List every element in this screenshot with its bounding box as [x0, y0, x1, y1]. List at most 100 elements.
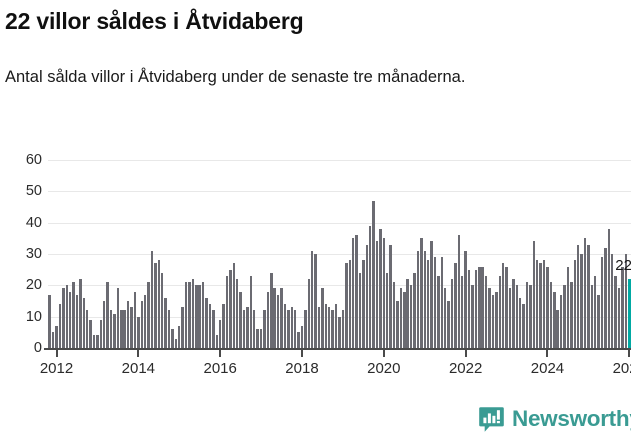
bar[interactable]: [454, 263, 457, 348]
bar[interactable]: [345, 263, 348, 348]
bar[interactable]: [539, 263, 542, 348]
bar[interactable]: [392, 282, 396, 348]
bar[interactable]: [617, 288, 621, 348]
bar[interactable]: [600, 257, 604, 348]
bar[interactable]: [304, 310, 307, 348]
bar[interactable]: [443, 288, 447, 348]
bar[interactable]: [515, 285, 518, 348]
bar[interactable]: [310, 250, 314, 348]
bar[interactable]: [82, 297, 86, 348]
bar[interactable]: [317, 307, 321, 348]
bar[interactable]: [62, 288, 65, 348]
bar[interactable]: [481, 266, 484, 348]
bar[interactable]: [549, 282, 553, 348]
bar[interactable]: [491, 294, 495, 348]
bar[interactable]: [570, 282, 573, 348]
bar[interactable]: [55, 326, 58, 348]
bar[interactable]: [331, 310, 334, 348]
bar[interactable]: [116, 288, 120, 348]
bar[interactable]: [65, 285, 68, 348]
bar[interactable]: [590, 285, 594, 348]
bar[interactable]: [171, 329, 174, 348]
bar[interactable]: [525, 282, 529, 348]
bar[interactable]: [164, 297, 167, 348]
bar[interactable]: [307, 279, 311, 348]
bar[interactable]: [137, 316, 140, 348]
bar[interactable]: [341, 310, 345, 348]
bar[interactable]: [181, 307, 184, 348]
bar[interactable]: [426, 260, 430, 348]
bar[interactable]: [72, 282, 75, 348]
bar[interactable]: [597, 294, 600, 348]
bar[interactable]: [201, 282, 205, 348]
bar[interactable]: [222, 304, 225, 348]
bar[interactable]: [246, 307, 249, 348]
bar[interactable]: [464, 250, 467, 348]
bar[interactable]: [218, 319, 222, 348]
bar[interactable]: [355, 235, 358, 348]
bar[interactable]: [461, 275, 464, 348]
bar[interactable]: [123, 310, 126, 348]
bar[interactable]: [147, 282, 150, 348]
bar[interactable]: [263, 310, 266, 348]
bar[interactable]: [253, 310, 256, 348]
bar[interactable]: [89, 319, 92, 348]
bar[interactable]: [92, 335, 96, 348]
bar[interactable]: [368, 225, 372, 348]
bar[interactable]: [270, 272, 273, 348]
bar[interactable]: [416, 250, 420, 348]
bar[interactable]: [536, 260, 539, 348]
bar[interactable]: [188, 282, 191, 348]
bar[interactable]: [566, 266, 570, 348]
bar[interactable]: [293, 310, 297, 348]
bar[interactable]: [266, 291, 270, 348]
bar[interactable]: [167, 310, 171, 348]
bar[interactable]: [580, 254, 583, 348]
bar[interactable]: [559, 294, 563, 348]
bar[interactable]: [382, 238, 386, 348]
bar[interactable]: [587, 244, 590, 348]
bar[interactable]: [300, 326, 304, 348]
bar[interactable]: [130, 307, 133, 348]
bar[interactable]: [512, 279, 515, 348]
bar[interactable]: [484, 275, 488, 348]
bar[interactable]: [334, 304, 338, 348]
bar[interactable]: [478, 266, 481, 348]
bar[interactable]: [505, 266, 508, 348]
bar[interactable]: [624, 254, 628, 348]
bar-highlighted[interactable]: [628, 279, 631, 348]
bar[interactable]: [498, 275, 501, 348]
bar[interactable]: [542, 260, 546, 348]
bar[interactable]: [126, 301, 130, 348]
bar[interactable]: [208, 304, 212, 348]
bar[interactable]: [205, 297, 208, 348]
bar[interactable]: [195, 285, 198, 348]
bar[interactable]: [576, 244, 580, 348]
bar[interactable]: [358, 272, 362, 348]
bar[interactable]: [287, 310, 290, 348]
bar[interactable]: [75, 294, 79, 348]
bar[interactable]: [259, 329, 263, 348]
bar[interactable]: [103, 301, 106, 348]
bar[interactable]: [314, 254, 317, 348]
bar[interactable]: [573, 260, 576, 348]
bar[interactable]: [399, 288, 403, 348]
bar[interactable]: [420, 238, 423, 348]
bar[interactable]: [611, 254, 614, 348]
bar[interactable]: [447, 301, 450, 348]
bar[interactable]: [215, 335, 218, 348]
bar[interactable]: [362, 260, 365, 348]
bar[interactable]: [109, 310, 113, 348]
bar[interactable]: [276, 294, 280, 348]
bar[interactable]: [290, 307, 293, 348]
bar[interactable]: [229, 269, 232, 348]
bar[interactable]: [157, 260, 161, 348]
bar[interactable]: [614, 275, 617, 348]
bar[interactable]: [212, 310, 215, 348]
bar[interactable]: [467, 269, 471, 348]
bar[interactable]: [106, 282, 109, 348]
bar[interactable]: [120, 310, 123, 348]
bar[interactable]: [556, 310, 559, 348]
bar[interactable]: [379, 228, 382, 348]
bar[interactable]: [553, 291, 556, 348]
